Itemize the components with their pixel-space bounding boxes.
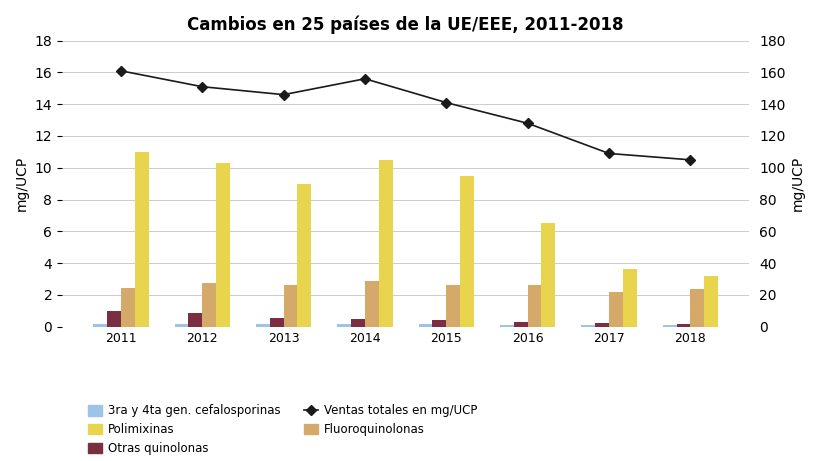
Bar — [446, 284, 459, 327]
Bar — [581, 325, 595, 327]
Y-axis label: mg/UCP: mg/UCP — [15, 156, 29, 211]
Bar — [174, 325, 188, 327]
Bar — [337, 325, 351, 327]
Bar — [609, 292, 622, 327]
Bar — [622, 270, 636, 327]
Title: Cambios en 25 países de la UE/EEE, 2011-2018: Cambios en 25 países de la UE/EEE, 2011-… — [188, 15, 623, 34]
Bar — [134, 152, 148, 327]
Bar — [690, 290, 704, 327]
Bar — [527, 285, 541, 327]
Bar — [188, 313, 202, 327]
Bar — [202, 283, 216, 327]
Bar — [256, 325, 269, 327]
Bar — [432, 320, 446, 327]
Legend: 3ra y 4ta gen. cefalosporinas, Polimixinas, Otras quinolonas, Ventas totales en : 3ra y 4ta gen. cefalosporinas, Polimixin… — [88, 404, 477, 455]
Bar — [541, 224, 554, 327]
Bar — [107, 311, 120, 327]
Bar — [500, 325, 514, 327]
Y-axis label: mg/UCP: mg/UCP — [790, 156, 804, 211]
Bar — [93, 325, 107, 327]
Bar — [297, 183, 311, 327]
Bar — [662, 325, 676, 327]
Bar — [514, 322, 527, 327]
Bar — [704, 276, 717, 327]
Bar — [459, 176, 473, 327]
Bar — [419, 325, 432, 327]
Bar — [283, 284, 297, 327]
Bar — [676, 324, 690, 327]
Bar — [216, 163, 229, 327]
Bar — [351, 319, 364, 327]
Bar — [364, 281, 378, 327]
Bar — [378, 160, 392, 327]
Bar — [595, 323, 609, 327]
Bar — [269, 318, 283, 327]
Bar — [120, 288, 134, 327]
